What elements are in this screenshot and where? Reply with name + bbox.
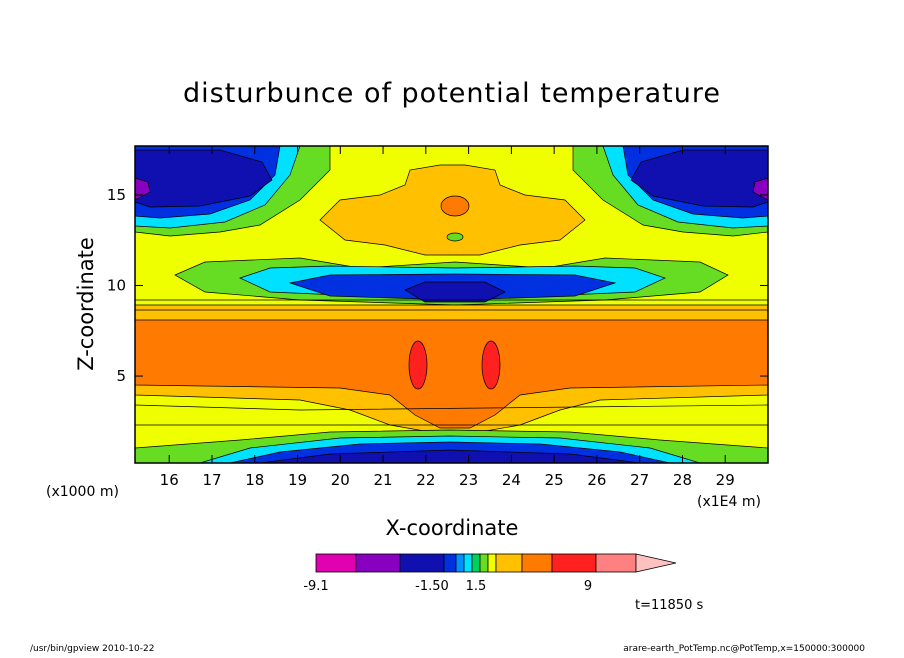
- colorbar-swatch: [521, 553, 553, 573]
- colorbar-swatch: [399, 553, 445, 573]
- colorbar-arrow: [635, 553, 677, 573]
- x-tick-label: 20: [331, 471, 350, 489]
- contour-mid-cold-core: [404, 281, 506, 303]
- colorbar-swatch: [463, 553, 473, 573]
- colorbar-swatch: [315, 553, 357, 573]
- contour-warm-max-right: [481, 340, 501, 390]
- colorbar-swatch: [495, 553, 523, 573]
- x-tick-label: 29: [716, 471, 735, 489]
- x-unit-label: (x1E4 m): [697, 494, 761, 510]
- y-tick-label: 5: [116, 367, 126, 385]
- x-tick-label: 18: [245, 471, 264, 489]
- plot-area: [135, 146, 768, 463]
- colorbar-swatch: [479, 553, 489, 573]
- plot-frame: [134, 145, 769, 464]
- y-unit-label: (x1000 m): [46, 484, 119, 500]
- x-tick-label: 26: [587, 471, 606, 489]
- x-tick-label: 24: [502, 471, 521, 489]
- x-ticks: 16 17 18 19 20 21 22 23 24 25 26 27 28 29: [160, 146, 735, 489]
- footer-left: /usr/bin/gpview 2010-10-22: [30, 644, 154, 654]
- x-tick-label: 19: [288, 471, 307, 489]
- x-tick-label: 16: [160, 471, 179, 489]
- colorbar-swatch: [595, 553, 637, 573]
- contour-top-right-core: [630, 149, 768, 208]
- colorbar: [315, 553, 677, 573]
- contour-upper-max: [440, 195, 470, 217]
- contour-bottom-core: [259, 449, 641, 463]
- colorbar-label-4: 9: [584, 579, 592, 594]
- colorbar-swatch: [551, 553, 597, 573]
- time-label: t=11850 s: [635, 598, 703, 613]
- contour-upper-notch: [446, 232, 464, 242]
- colorbar-swatch: [487, 553, 497, 573]
- colorbar-swatch: [443, 553, 457, 573]
- contour-top-left-core: [135, 149, 273, 208]
- colorbar-label-2: -1.50: [415, 579, 449, 594]
- y-ticks: 5 10 15: [107, 186, 768, 385]
- x-tick-label: 17: [202, 471, 221, 489]
- colorbar-swatch: [355, 553, 401, 573]
- contour-warm-max-left: [408, 340, 428, 390]
- x-tick-label: 27: [630, 471, 649, 489]
- x-tick-label: 28: [673, 471, 692, 489]
- footer-right: arare-earth_PotTemp.nc@PotTemp,x=150000:…: [623, 644, 865, 654]
- contour-line-c: [135, 404, 768, 411]
- x-tick-label: 25: [545, 471, 564, 489]
- y-axis-label: Z-coordinate: [74, 237, 98, 371]
- x-axis-label: X-coordinate: [386, 516, 519, 540]
- colorbar-swatch: [471, 553, 481, 573]
- x-tick-label: 22: [416, 471, 435, 489]
- colorbar-label-3: 1.5: [466, 579, 487, 594]
- y-tick-label: 10: [107, 276, 126, 294]
- x-tick-label: 21: [374, 471, 393, 489]
- contour-warm-band-core: [135, 319, 768, 429]
- x-tick-label: 23: [459, 471, 478, 489]
- colorbar-label-1: -9.1: [303, 579, 328, 594]
- colorbar-swatch: [455, 553, 465, 573]
- chart-title: disturbunce of potential temperature: [183, 78, 721, 109]
- y-tick-label: 15: [107, 186, 126, 204]
